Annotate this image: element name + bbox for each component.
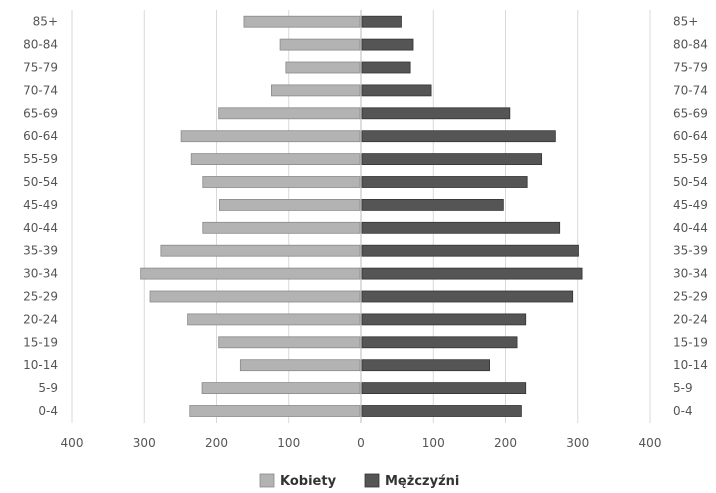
category-label-right: 75-79 [673,61,708,75]
bar-mezczyzni [361,359,491,372]
category-label-left: 25-29 [23,290,58,304]
bar-kobiety [271,84,361,97]
category-label-left: 80-84 [23,38,58,52]
category-label-right: 50-54 [673,175,708,189]
bar-kobiety [218,107,361,120]
category-label-left: 10-14 [23,358,58,372]
category-label-right: 15-19 [673,335,708,349]
bar-kobiety [239,359,361,372]
x-tick-label: 100 [422,436,445,450]
legend-label-kobiety: Kobiety [280,474,337,489]
legend-swatch-kobiety [259,473,275,488]
bar-mezczyzni [361,198,504,211]
bar-kobiety [285,61,361,74]
category-label-left: 45-49 [23,198,58,212]
category-label-left: 70-74 [23,83,58,97]
legend-label-mezczyzni: Mężczyźni [385,474,459,489]
x-tick-label: 200 [205,436,228,450]
bar-mezczyzni [361,290,574,303]
category-label-left: 65-69 [23,106,58,120]
bar-mezczyzni [361,153,543,166]
bar-kobiety [140,267,361,280]
bar-kobiety [160,244,361,257]
category-label-left: 5-9 [38,381,58,395]
category-label-left: 30-34 [23,267,58,281]
bar-kobiety [218,336,361,349]
category-label-left: 85+ [33,15,58,29]
bar-mezczyzni [361,221,561,234]
category-label-right: 35-39 [673,244,708,258]
bar-mezczyzni [361,130,556,143]
bar-mezczyzni [361,336,518,349]
x-tick-label: 400 [61,436,84,450]
category-label-left: 75-79 [23,61,58,75]
category-label-right: 85+ [673,15,698,29]
x-tick-label: 100 [277,436,300,450]
bar-mezczyzni [361,405,522,417]
category-label-left: 55-59 [23,152,58,166]
bar-kobiety [218,198,361,211]
category-label-right: 40-44 [673,221,708,235]
category-label-right: 20-24 [673,312,708,326]
bar-kobiety [180,130,361,143]
bar-mezczyzni [361,38,414,51]
x-tick-label: 200 [494,436,517,450]
bar-kobiety [243,15,361,28]
category-label-right: 45-49 [673,198,708,212]
category-label-left: 40-44 [23,221,58,235]
bar-kobiety [189,405,361,417]
category-label-right: 65-69 [673,106,708,120]
bar-kobiety [279,38,361,51]
bar-kobiety [190,153,361,166]
category-label-right: 55-59 [673,152,708,166]
category-label-left: 20-24 [23,312,58,326]
bar-mezczyzni [361,313,527,326]
bar-mezczyzni [361,176,528,188]
category-label-right: 60-64 [673,129,708,143]
category-label-right: 70-74 [673,83,708,97]
bar-mezczyzni [361,107,511,120]
category-label-left: 50-54 [23,175,58,189]
bar-kobiety [201,382,361,395]
category-label-right: 25-29 [673,290,708,304]
category-label-left: 60-64 [23,129,58,143]
category-label-left: 35-39 [23,244,58,258]
x-tick-label: 300 [133,436,156,450]
bar-kobiety [202,221,361,234]
x-tick-label: 300 [566,436,589,450]
x-tick-label: 0 [357,436,365,450]
category-label-left: 15-19 [23,335,58,349]
bar-kobiety [187,313,361,326]
category-label-right: 80-84 [673,38,708,52]
category-label-right: 30-34 [673,267,708,281]
category-label-left: 0-4 [38,404,58,418]
bar-kobiety [202,176,361,188]
bar-mezczyzni [361,382,527,395]
bar-mezczyzni [361,15,402,28]
bar-mezczyzni [361,61,411,74]
category-label-right: 0-4 [673,404,693,418]
x-tick-label: 400 [639,436,662,450]
bar-mezczyzni [361,244,579,257]
category-label-right: 5-9 [673,381,693,395]
category-label-right: 10-14 [673,358,708,372]
bar-kobiety [149,290,361,303]
bar-mezczyzni [361,267,583,280]
legend-swatch-mezczyzni [364,473,380,488]
bar-mezczyzni [361,84,432,97]
